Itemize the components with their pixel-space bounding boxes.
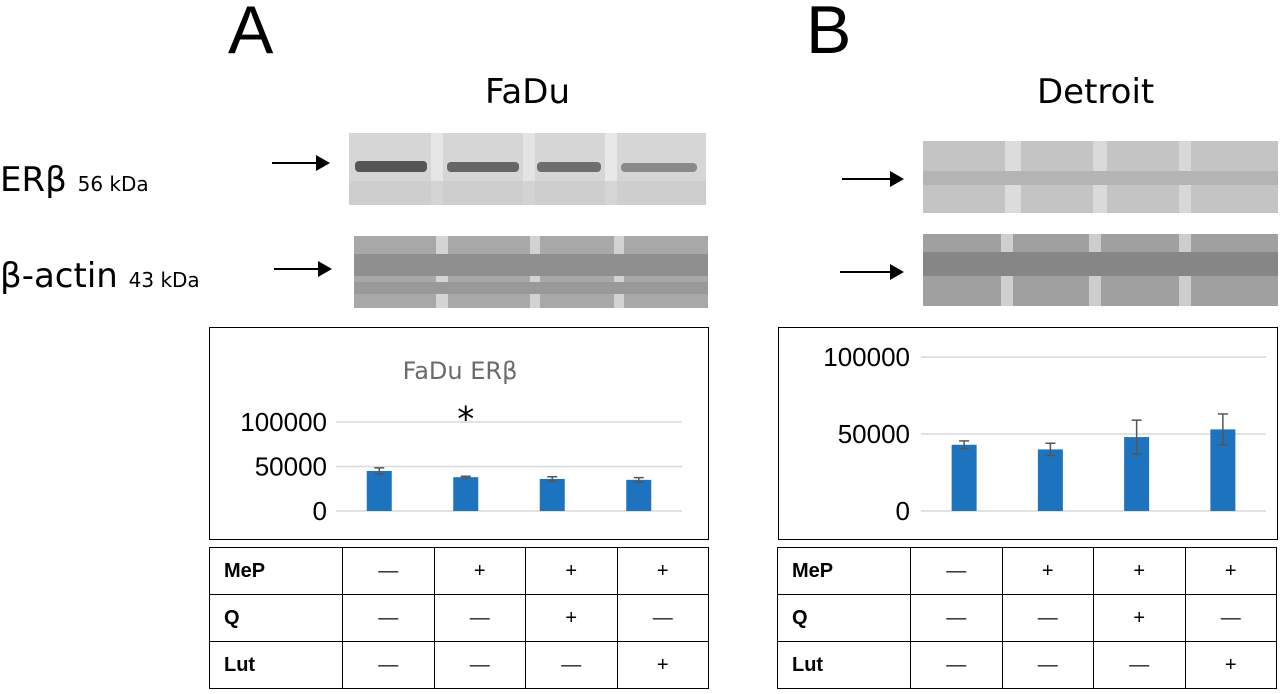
arrow-icon	[272, 155, 330, 171]
treatment-cell: —	[616, 594, 709, 642]
erb-kda: 56 kDa	[77, 172, 149, 196]
treatment-cell: +	[525, 594, 618, 642]
treatment-cell: —	[433, 641, 526, 689]
treatment-cell: —	[910, 594, 1003, 642]
significance-mark: *	[457, 399, 474, 439]
table-row: Lut — — — +	[777, 641, 1277, 689]
treatment-cell: —	[342, 547, 435, 595]
bar	[366, 470, 392, 511]
treatment-row-label: MeP	[777, 547, 911, 595]
y-tick-label: 0	[313, 496, 327, 526]
actin-kda: 43 kDa	[128, 268, 200, 292]
table-row: MeP — + + +	[777, 547, 1277, 595]
treatment-cell: —	[342, 594, 435, 642]
treatment-cell: +	[616, 547, 709, 595]
fadu-treatment-table: MeP — + + + Q — — + — Lut — — — +	[209, 547, 709, 689]
bar	[626, 479, 652, 511]
table-row: Q — — + —	[209, 594, 709, 642]
arrow-icon	[274, 261, 332, 277]
treatment-row-label: Lut	[209, 641, 343, 689]
treatment-cell: +	[433, 547, 526, 595]
erb-marker-label: ERβ 56 kDa	[0, 160, 149, 204]
treatment-cell: —	[1184, 594, 1277, 642]
treatment-cell: —	[1093, 641, 1186, 689]
treatment-cell: +	[525, 547, 618, 595]
bar	[539, 478, 565, 511]
treatment-row-label: MeP	[209, 547, 343, 595]
y-tick-label: 50000	[838, 419, 910, 449]
treatment-cell: —	[342, 641, 435, 689]
treatment-row-label: Q	[209, 594, 343, 642]
treatment-cell: +	[1001, 547, 1094, 595]
treatment-cell: —	[1001, 641, 1094, 689]
treatment-cell: +	[1093, 547, 1186, 595]
table-row: MeP — + + +	[209, 547, 709, 595]
table-row: Lut — — — +	[209, 641, 709, 689]
table-row: Q — — + —	[777, 594, 1277, 642]
detroit-erb-blot	[923, 141, 1278, 213]
detroit-chart: 0 50000 100000	[823, 342, 1266, 526]
chart-title: FaDu ERβ	[403, 357, 518, 385]
arrow-icon	[840, 264, 904, 280]
fadu-erb-blot	[349, 133, 706, 205]
treatment-cell: +	[1184, 641, 1277, 689]
bar	[951, 444, 977, 511]
treatment-row-label: Lut	[777, 641, 911, 689]
treatment-row-label: Q	[777, 594, 911, 642]
erb-name: ERβ	[0, 160, 67, 200]
fadu-actin-blot	[354, 236, 708, 308]
arrow-icon	[842, 171, 904, 187]
treatment-cell: —	[433, 594, 526, 642]
treatment-cell: +	[1184, 547, 1277, 595]
treatment-cell: +	[1093, 594, 1186, 642]
bar	[1037, 449, 1063, 511]
treatment-cell: +	[616, 641, 709, 689]
actin-name: β-actin	[0, 256, 118, 296]
detroit-treatment-table: MeP — + + + Q — — + — Lut — — — +	[777, 547, 1277, 689]
detroit-title: Detroit	[1037, 72, 1155, 112]
treatment-cell: —	[910, 547, 1003, 595]
bar	[453, 477, 479, 511]
y-tick-label: 100000	[240, 407, 327, 437]
treatment-cell: —	[1001, 594, 1094, 642]
actin-marker-label: β-actin 43 kDa	[0, 256, 200, 300]
fadu-title: FaDu	[485, 72, 570, 112]
fadu-chart: FaDu ERβ 0 50000 100000 *	[240, 357, 682, 526]
panel-letter-a: A	[228, 0, 274, 68]
panel-letter-b: B	[806, 0, 852, 68]
detroit-actin-blot	[923, 234, 1278, 306]
y-tick-label: 100000	[823, 342, 910, 372]
y-tick-label: 50000	[255, 452, 327, 482]
treatment-cell: —	[525, 641, 618, 689]
treatment-cell: —	[910, 641, 1003, 689]
y-tick-label: 0	[896, 496, 910, 526]
